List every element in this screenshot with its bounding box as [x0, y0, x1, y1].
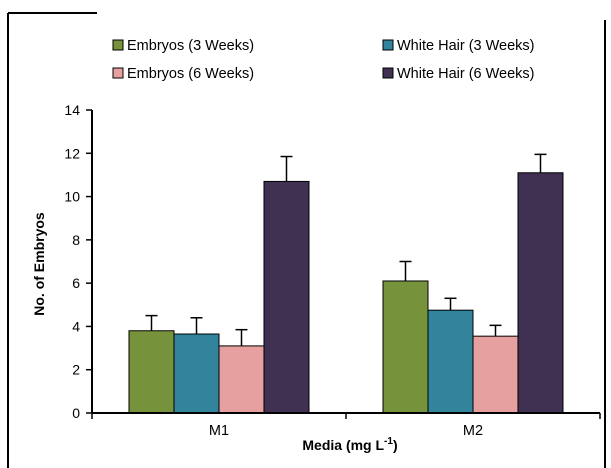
y-tick-label: 12: [64, 145, 80, 161]
legend-swatch: [112, 67, 124, 79]
x-category-label: M1: [209, 423, 229, 439]
x-axis-title-superscript: -1: [384, 436, 393, 447]
y-tick-label: 6: [72, 275, 80, 291]
legend-swatch: [382, 67, 394, 79]
y-axis-title: No. of Embryos: [31, 212, 47, 316]
x-axis: M1 M2: [91, 412, 601, 439]
x-axis-title: Media (mg L-1): [302, 436, 397, 453]
bar: [427, 309, 474, 414]
y-tick-label: 14: [64, 102, 80, 118]
legend-label: Embryos (6 Weeks): [127, 66, 254, 82]
legend-swatch: [112, 39, 124, 51]
bar: [218, 345, 265, 414]
bar: [517, 172, 564, 414]
bar: [173, 333, 220, 414]
legend-swatch: [382, 39, 394, 51]
bar: [128, 330, 175, 414]
bar: [472, 335, 519, 414]
x-axis-title-close: ): [393, 437, 398, 453]
x-category-label: M2: [463, 423, 483, 439]
legend-label: White Hair (3 Weeks): [397, 38, 535, 54]
x-axis-title-main: Media (mg L: [302, 437, 384, 453]
legend: Embryos (3 Weeks) White Hair (3 Weeks) Emb…: [112, 38, 535, 82]
legend-label: Embryos (3 Weeks): [127, 38, 254, 54]
bars: [128, 153, 564, 414]
y-axis: 0 2 4 6 8 10 12 14: [64, 102, 93, 421]
bar: [382, 280, 429, 414]
y-tick-label: 8: [72, 232, 80, 248]
y-tick-label: 4: [72, 318, 80, 334]
y-tick-label: 2: [72, 362, 80, 378]
bar: [263, 180, 310, 414]
legend-label: White Hair (6 Weeks): [397, 66, 535, 82]
y-tick-label: 0: [72, 405, 80, 421]
y-tick-label: 10: [64, 189, 80, 205]
